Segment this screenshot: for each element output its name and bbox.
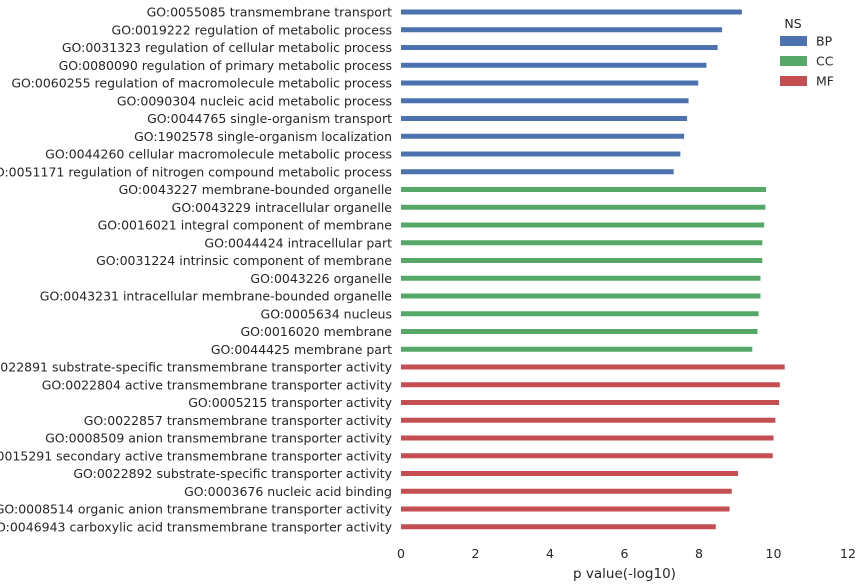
category-label: GO:0022891 substrate-specific transmembr… bbox=[0, 360, 393, 375]
bar-mf bbox=[401, 364, 785, 370]
bar-mf bbox=[401, 400, 780, 405]
bar-bp bbox=[401, 116, 688, 121]
category-label: GO:0044765 single-organism transport bbox=[147, 111, 392, 126]
bar-cc bbox=[401, 258, 763, 263]
category-label: GO:0055085 transmembrane transport bbox=[147, 5, 393, 20]
legend-swatch-cc bbox=[780, 56, 807, 66]
category-label: GO:0016020 membrane bbox=[240, 324, 392, 339]
bar-bp bbox=[401, 80, 699, 86]
category-label: GO:0022804 active transmembrane transpor… bbox=[42, 377, 393, 392]
bar-mf bbox=[401, 471, 739, 476]
category-label: GO:0043226 organelle bbox=[250, 271, 392, 286]
x-tick-label: 10 bbox=[766, 546, 782, 561]
legend-title: NS bbox=[784, 16, 801, 31]
bar-bp bbox=[401, 133, 685, 139]
bar-cc bbox=[401, 311, 759, 317]
x-tick-label: 8 bbox=[695, 546, 703, 561]
bar-cc bbox=[401, 240, 763, 246]
bar-bp bbox=[401, 62, 707, 68]
category-label: GO:0043227 membrane-bounded organelle bbox=[119, 182, 393, 197]
category-label: GO:0031323 regulation of cellular metabo… bbox=[62, 40, 392, 55]
category-label: GO:0008509 anion transmembrane transport… bbox=[45, 431, 392, 446]
category-label: GO:0003676 nucleic acid binding bbox=[184, 484, 392, 499]
bar-bp bbox=[401, 169, 674, 175]
category-label: GO:0005215 transporter activity bbox=[188, 395, 392, 410]
x-tick-label: 2 bbox=[472, 546, 480, 561]
legend-swatch-mf bbox=[780, 76, 807, 86]
category-label: GO:0044260 cellular macromolecule metabo… bbox=[45, 147, 392, 162]
bar-cc bbox=[401, 329, 758, 334]
legend-label-cc: CC bbox=[816, 54, 834, 69]
x-tick-label: 12 bbox=[840, 546, 856, 561]
bar-bp bbox=[401, 151, 681, 157]
bar-cc bbox=[401, 187, 767, 192]
category-label: GO:0044425 membrane part bbox=[211, 342, 392, 357]
bar-cc bbox=[401, 346, 753, 352]
category-label: GO:0015291 secondary active transmembran… bbox=[0, 448, 393, 463]
legend-swatch-bp bbox=[780, 36, 807, 46]
category-label: GO:0046943 carboxylic acid transmembrane… bbox=[0, 519, 393, 534]
category-label: GO:0060255 regulation of macromolecule m… bbox=[11, 76, 392, 91]
x-tick-label: 6 bbox=[621, 546, 629, 561]
category-label: GO:0019222 regulation of metabolic proce… bbox=[112, 22, 392, 37]
bars bbox=[401, 9, 785, 530]
legend-label-bp: BP bbox=[816, 34, 833, 49]
x-axis-label: p value(-log10) bbox=[573, 566, 676, 582]
category-label: GO:0080090 regulation of primary metabol… bbox=[59, 58, 392, 73]
category-label: GO:0008514 organic anion transmembrane t… bbox=[0, 502, 393, 517]
category-label: GO:0090304 nucleic acid metabolic proces… bbox=[117, 93, 392, 108]
bar-cc bbox=[401, 275, 761, 281]
bar-cc bbox=[401, 293, 761, 299]
bar-mf bbox=[401, 417, 776, 423]
bar-cc bbox=[401, 204, 766, 210]
bar-bp bbox=[401, 9, 742, 15]
category-label: GO:0022857 transmembrane transporter act… bbox=[84, 413, 393, 428]
bar-cc bbox=[401, 222, 765, 228]
bar-mf bbox=[401, 435, 774, 441]
x-axis-ticks: 0 2 4 6 8 10 12 bbox=[397, 546, 856, 561]
category-label: GO:0043231 intracellular membrane-bounde… bbox=[40, 289, 393, 304]
category-label: GO:0016021 integral component of membran… bbox=[98, 218, 393, 233]
bar-bp bbox=[401, 27, 723, 33]
category-labels: GO:0055085 transmembrane transport GO:001… bbox=[0, 5, 393, 535]
category-label: GO:0043229 intracellular organelle bbox=[172, 200, 393, 215]
x-tick-label: 0 bbox=[397, 546, 405, 561]
bar-bp bbox=[401, 45, 718, 50]
category-label: GO:0005634 nucleus bbox=[261, 306, 392, 321]
category-label: GO:0022892 substrate-specific transporte… bbox=[73, 466, 392, 481]
bar-bp bbox=[401, 98, 689, 104]
bar-mf bbox=[401, 488, 732, 494]
category-label: GO:1902578 single-organism localization bbox=[134, 129, 392, 144]
bar-mf bbox=[401, 506, 730, 512]
bar-mf bbox=[401, 524, 716, 530]
category-label: GO:0031224 intrinsic component of membra… bbox=[96, 253, 392, 268]
legend: NS BP CC MF bbox=[780, 16, 834, 89]
legend-label-mf: MF bbox=[816, 74, 834, 89]
x-tick-label: 4 bbox=[546, 546, 554, 561]
category-label: GO:0051171 regulation of nitrogen compou… bbox=[0, 164, 392, 179]
category-label: GO:0044424 intracellular part bbox=[204, 235, 392, 250]
bar-mf bbox=[401, 453, 773, 459]
bar-mf bbox=[401, 382, 780, 388]
